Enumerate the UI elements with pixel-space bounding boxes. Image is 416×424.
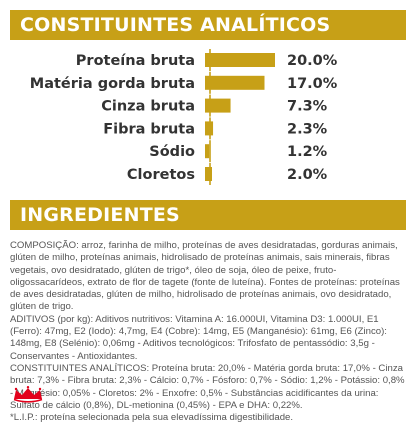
ingredients-title: INGREDIENTES [20, 204, 180, 226]
nutrient-value: 2.3% [287, 121, 328, 137]
nutrient-bar [205, 75, 265, 90]
nutrient-label: Proteína bruta [76, 53, 195, 69]
nutrient-bar [205, 144, 210, 159]
analytic-constituents-banner: CONSTITUINTES ANALÍTICOS [10, 10, 406, 40]
nutrient-label: Sódio [149, 144, 195, 160]
constituents-paragraph: CONSTITUINTES ANALÍTICOS: Proteína bruta… [10, 362, 405, 411]
nutrient-bar [205, 98, 231, 113]
nutrient-bar [205, 167, 212, 181]
nutrient-value: 7.3% [287, 99, 328, 115]
nutrient-value: 1.2% [287, 144, 328, 160]
nutrient-label: Cinza bruta [101, 99, 195, 115]
lip-footnote: *L.I.P.: proteína selecionada pela sua e… [10, 412, 294, 424]
additives-paragraph: ADITIVOS (por kg): Aditivos nutritivos: … [10, 313, 387, 362]
nutrient-bar [205, 121, 214, 136]
nutrient-bar-chart: Proteína bruta 20.0% Matéria gorda bruta 17… [30, 49, 338, 185]
analytic-constituents-title: CONSTITUINTES ANALÍTICOS [20, 14, 331, 36]
ingredients-text-block: COMPOSIÇÃO: arroz, farinha de milho, pro… [10, 240, 408, 424]
nutrient-label: Fibra bruta [103, 121, 195, 137]
nutrient-bar [205, 53, 275, 67]
nutrient-value: 20.0% [287, 53, 338, 69]
composition-paragraph: COMPOSIÇÃO: arroz, farinha de milho, pro… [10, 240, 400, 313]
nutrient-label: Cloretos [127, 167, 195, 183]
nutrient-value: 2.0% [287, 167, 328, 183]
royal-canin-logo-icon [13, 386, 43, 403]
nutrient-value: 17.0% [287, 76, 338, 92]
nutrient-label: Matéria gorda bruta [30, 76, 195, 92]
ingredients-banner: INGREDIENTES [10, 200, 406, 230]
